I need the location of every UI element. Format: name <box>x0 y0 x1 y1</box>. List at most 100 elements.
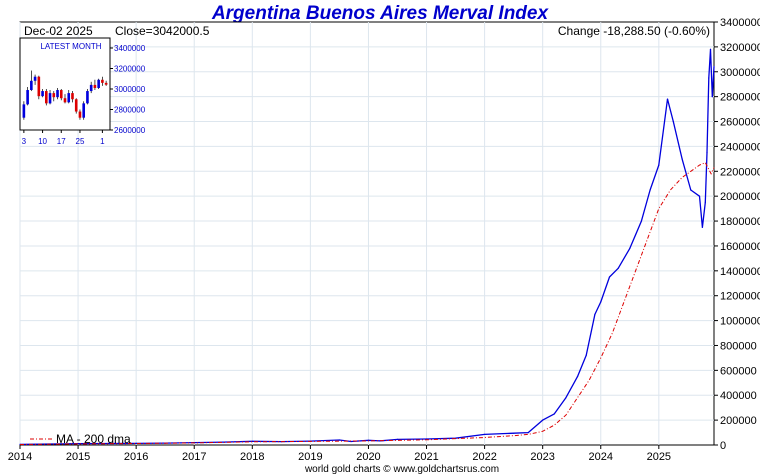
y-tick-label: 1000000 <box>720 316 760 328</box>
inset-candle-body <box>52 93 56 98</box>
y-tick-label: 2400000 <box>720 141 760 153</box>
inset-candle-body <box>67 93 71 103</box>
merval-point <box>706 152 708 154</box>
merval-point <box>698 195 701 197</box>
y-tick-label: 2000000 <box>720 191 760 203</box>
inset-candle-body <box>71 93 74 100</box>
inset-candle-body <box>89 84 93 92</box>
y-tick-label: 400000 <box>720 390 757 402</box>
inset-candle-body <box>26 90 29 105</box>
x-tick-label: 2022 <box>472 451 496 463</box>
inset-candle-body <box>33 76 37 81</box>
inset-candle-body <box>101 79 104 83</box>
merval-point <box>251 440 253 442</box>
y-tick-label: 600000 <box>720 365 757 377</box>
inset-candle-body <box>86 91 89 104</box>
merval-point <box>135 442 137 444</box>
inset-x-tick-label: 1 <box>100 137 105 146</box>
inset-candle-body <box>82 103 86 118</box>
inset-y-tick-label: 2600000 <box>114 126 146 135</box>
y-tick-label: 800000 <box>720 340 757 352</box>
merval-point <box>222 441 224 443</box>
merval-point <box>713 65 715 68</box>
merval-point <box>396 438 399 440</box>
merval-point <box>709 48 712 51</box>
inset-candle-body <box>44 91 48 104</box>
inset-x-tick-label: 17 <box>57 137 66 146</box>
y-tick-label: 1800000 <box>720 216 760 228</box>
inset-candle-body <box>30 80 33 91</box>
y-tick-label: 2800000 <box>720 92 760 104</box>
inset-y-tick-label: 2800000 <box>114 106 146 115</box>
series-group <box>19 48 715 446</box>
merval-point <box>681 158 683 160</box>
merval-point <box>629 247 631 249</box>
y-tick-label: 3000000 <box>720 67 760 79</box>
inset-candle-body <box>93 84 97 88</box>
inset-latest-month: LATEST MONTH 3400000 3200000 3000000 280000… <box>19 37 146 146</box>
inset-candle-body <box>59 90 63 99</box>
inset-frame <box>19 37 111 131</box>
merval-point <box>666 98 669 100</box>
grid <box>19 22 714 445</box>
merval-point <box>704 201 706 203</box>
inset-candle-body <box>78 111 82 118</box>
x-tick-label: 2025 <box>647 451 671 463</box>
merval-point <box>708 77 710 79</box>
y-tick-label: 3400000 <box>720 17 760 29</box>
y-axis: 0 200000 400000 600000 800000 1000000 1200000 1… <box>714 17 760 452</box>
merval-point <box>640 220 643 222</box>
y-tick-label: 1600000 <box>720 241 760 253</box>
x-tick-label: 2014 <box>8 451 32 463</box>
x-tick-label: 2015 <box>66 451 90 463</box>
inset-y-tick-label: 3200000 <box>114 65 146 74</box>
x-tick-label: 2023 <box>530 451 554 463</box>
merval-point <box>672 120 674 123</box>
merval-point <box>484 433 486 435</box>
inset-y-tick-label: 3400000 <box>114 44 146 53</box>
x-axis: 2014 2015 2016 2017 2018 2019 2020 2021 2022 2023… <box>8 445 671 463</box>
merval-point <box>608 276 611 278</box>
y-tick-label: 3200000 <box>720 42 760 54</box>
inset-candle-body <box>56 90 59 98</box>
merval-point <box>711 96 713 98</box>
legend-ma-label: MA - 200 dma <box>56 432 131 446</box>
y-tick-label: 0 <box>720 440 726 452</box>
merval-point <box>338 439 340 441</box>
inset-candle-body <box>74 99 78 112</box>
footer-credit: world gold charts © www.goldchartsrus.co… <box>304 464 499 475</box>
inset-candle-body <box>37 76 41 97</box>
inset-x-tick-label: 10 <box>38 137 47 146</box>
merval-point <box>513 432 515 434</box>
merval-point <box>617 267 619 269</box>
merval-point <box>553 413 555 415</box>
inset-x-tick-label: 3 <box>22 137 27 146</box>
merval-point <box>576 376 579 378</box>
merval-point <box>600 301 602 303</box>
chart-title: Argentina Buenos Aires Merval Index <box>211 3 550 24</box>
inset-candle-body <box>41 91 44 97</box>
y-tick-label: 2200000 <box>720 166 760 178</box>
inset-candle-body <box>48 93 52 104</box>
header-date: Dec-02 2025 <box>24 24 93 38</box>
merval-point <box>565 397 567 399</box>
x-tick-label: 2016 <box>124 451 148 463</box>
merval-point <box>649 189 651 191</box>
inset-candle-body <box>97 79 100 88</box>
inset-candle-body <box>63 98 67 103</box>
y-tick-label: 2600000 <box>720 117 760 129</box>
x-tick-label: 2020 <box>356 451 380 463</box>
inset-y-tick-label: 3000000 <box>114 85 146 94</box>
header-close: Close=3042000.5 <box>115 24 210 38</box>
y-tick-label: 1200000 <box>720 291 760 303</box>
header-change: Change -18,288.50 (-0.60%) <box>558 24 710 38</box>
inset-title: LATEST MONTH <box>40 42 101 51</box>
inset-candle-body <box>104 82 108 85</box>
x-tick-label: 2019 <box>298 451 322 463</box>
merval-point <box>585 354 587 356</box>
y-tick-label: 1400000 <box>720 266 760 278</box>
merval-point <box>594 313 596 315</box>
x-tick-label: 2024 <box>589 451 613 463</box>
y-tick-label: 200000 <box>720 415 757 427</box>
